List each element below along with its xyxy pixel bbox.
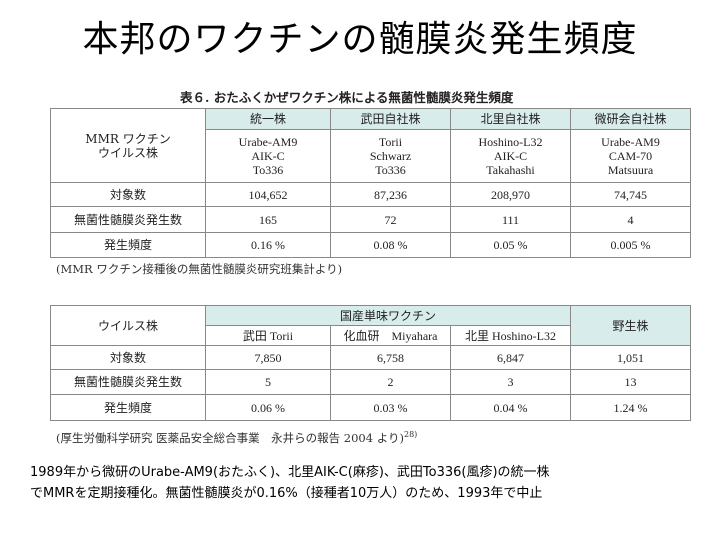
table-cell: 111 (450, 206, 571, 233)
summary-line: 1989年から微研のUrabe-AM9(おたふく)、北里AIK-C(麻疹)、武田… (30, 465, 550, 480)
table-cell: 87,236 (330, 182, 451, 207)
strain-name: To336 (252, 163, 284, 177)
table2-source-note: (厚生労働科学研究 医薬品安全総合事業 永井らの報告 2004 より)28) (56, 428, 417, 445)
strain-name: Urabe-AM9 (601, 135, 660, 149)
row-label: 発生頻度 (50, 394, 206, 421)
table-cell: 0.06 % (205, 394, 331, 421)
strain-name: To336 (375, 163, 406, 177)
table-cell: 0.05 % (450, 232, 571, 258)
table2-wild-header: 野生株 (570, 305, 692, 346)
table-cell: 72 (330, 206, 451, 233)
reference-number: 28) (403, 430, 418, 439)
table-cell: 0.08 % (330, 232, 451, 258)
table-row: 無菌性髄膜炎発生数 165 72 111 4 (50, 206, 691, 233)
table-cell: 3 (449, 369, 572, 395)
corner-label-line: MMR ワクチン (85, 131, 171, 146)
table-row: 発生頻度 0.06 % 0.03 % 0.04 % 1.24 % (50, 394, 692, 421)
strain-cell: Hoshino-L32 AIK-C Takahashi (450, 129, 571, 183)
strain-cell: Torii Schwarz To336 (330, 129, 451, 183)
table-cell: 0.03 % (330, 394, 451, 421)
strain-cell: Urabe-AM9 AIK-C To336 (205, 129, 331, 183)
strain-name: Torii (378, 135, 403, 149)
table2-subheader: 北里 Hoshino-L32 (449, 325, 572, 346)
table2-subheader-row: 武田 Torii 化血研 Miyahara 北里 Hoshino-L32 (51, 325, 691, 346)
table-cell: 0.005 % (570, 232, 691, 258)
table-cell: 104,652 (205, 182, 331, 207)
table1-header-row: MMR ワクチン ウイルス株 統一株 武田自社株 北里自社株 微研会自社株 (50, 108, 691, 183)
mmr-strain-table: MMR ワクチン ウイルス株 統一株 武田自社株 北里自社株 微研会自社株 Ur… (50, 108, 691, 258)
table-row: 無菌性髄膜炎発生数 5 2 3 13 (50, 369, 692, 395)
slide-title: 本邦のワクチンの髄膜炎発生頻度 (82, 19, 638, 60)
single-vaccine-table: ウイルス株 国産単味ワクチン 野生株 武田 Torii 化血研 Miyahara… (50, 305, 692, 421)
table-cell: 6,847 (449, 345, 572, 370)
corner-label-line: ウイルス株 (97, 145, 158, 160)
strain-name: AIK-C (493, 149, 528, 163)
table2-subheader: 武田 Torii (205, 325, 331, 346)
strain-cell: Urabe-AM9 CAM-70 Matsuura (570, 129, 691, 183)
table-cell: 74,745 (570, 182, 691, 207)
table-cell: 5 (205, 369, 331, 395)
strain-name: Takahashi (486, 163, 535, 177)
table2-subheader: 化血研 Miyahara (330, 325, 451, 346)
strain-name: Hoshino-L32 (478, 135, 543, 149)
table-cell: 0.04 % (449, 394, 572, 421)
table-cell: 7,850 (205, 345, 331, 370)
row-label: 無菌性髄膜炎発生数 (50, 369, 206, 395)
table1-caption: 表６. おたふくかぜワクチン株による無菌性髄膜炎発生頻度 (180, 90, 514, 105)
row-label: 発生頻度 (50, 232, 206, 258)
table2-source-text: (厚生労働科学研究 医薬品安全総合事業 永井らの報告 2004 より) (56, 430, 404, 445)
table-row: 発生頻度 0.16 % 0.08 % 0.05 % 0.005 % (50, 232, 691, 258)
table2-group-header: 国産単味ワクチン (204, 305, 572, 326)
table2-header-row: ウイルス株 国産単味ワクチン 野生株 (50, 305, 692, 346)
table-cell: 1,051 (570, 345, 692, 370)
table-cell: 2 (330, 369, 451, 395)
strain-name: AIK-C (251, 149, 285, 163)
table1-col-header: 武田自社株 (330, 108, 451, 130)
table-row: 対象数 104,652 87,236 208,970 74,745 (50, 182, 691, 207)
table-cell: 0.16 % (205, 232, 331, 258)
row-label: 対象数 (50, 345, 206, 370)
summary-text: 1989年から微研のUrabe-AM9(おたふく)、北里AIK-C(麻疹)、武田… (30, 462, 700, 504)
strain-name: Matsuura (607, 163, 654, 177)
table-cell: 13 (570, 369, 692, 395)
table2-corner-label: ウイルス株 (50, 305, 206, 346)
table1-col-header: 北里自社株 (450, 108, 571, 130)
row-label: 無菌性髄膜炎発生数 (50, 206, 206, 233)
table-cell: 1.24 % (570, 394, 692, 421)
table-cell: 4 (570, 206, 691, 233)
table1-corner-label: MMR ワクチン ウイルス株 (50, 108, 206, 183)
table-cell: 6,758 (330, 345, 451, 370)
strain-name: CAM-70 (608, 149, 653, 163)
table-cell: 208,970 (450, 182, 571, 207)
strain-name: Schwarz (369, 149, 412, 163)
table1-source-note: (MMR ワクチン接種後の無菌性髄膜炎研究班集計より) (56, 262, 343, 276)
summary-line: でMMRを定期接種化。無菌性髄膜炎が0.16%（接種者10万人）のため、1993… (30, 486, 543, 501)
table1-strain-row: Urabe-AM9 AIK-C To336 Torii Schwarz To33… (51, 129, 691, 183)
table-cell: 165 (205, 206, 331, 233)
table1-col-header: 統一株 (205, 108, 331, 130)
row-label: 対象数 (50, 182, 206, 207)
strain-name: Urabe-AM9 (238, 135, 298, 149)
table-row: 対象数 7,850 6,758 6,847 1,051 (50, 345, 692, 370)
table1-col-header: 微研会自社株 (570, 108, 691, 130)
